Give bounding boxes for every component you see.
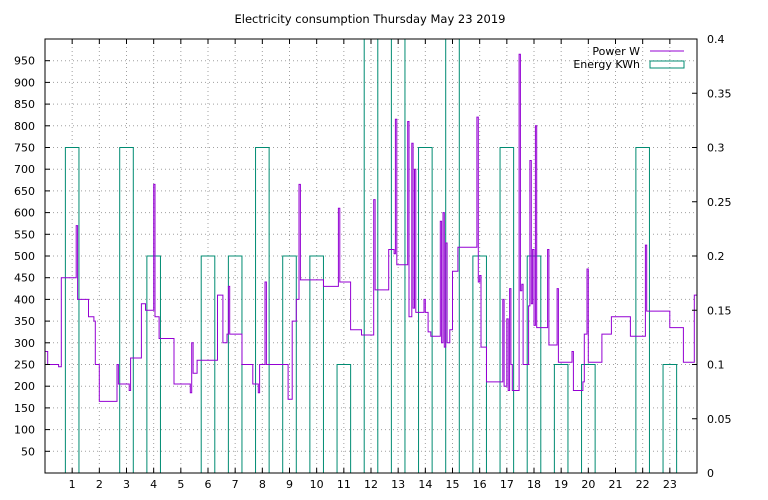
x-tick-label: 20 xyxy=(581,478,595,491)
y2-tick-label: 0.35 xyxy=(707,87,732,100)
x-tick-label: 11 xyxy=(337,478,351,491)
energy-bar xyxy=(635,147,650,474)
energy-bar xyxy=(227,255,243,474)
y2-tick-label: 0 xyxy=(707,467,714,480)
x-tick-label: 5 xyxy=(177,478,184,491)
y2-tick-label: 0.05 xyxy=(707,413,732,426)
y2-tick-label: 0.15 xyxy=(707,304,732,317)
energy-bar xyxy=(553,364,569,474)
y-tick-label: 350 xyxy=(14,315,35,328)
y-tick-label: 450 xyxy=(14,272,35,285)
x-tick-label: 14 xyxy=(418,478,432,491)
power-line-layer xyxy=(45,53,697,402)
y-axis-right: 0 0.05 0.1 0.15 0.2 0.25 0.3 0.35 0.4 xyxy=(692,33,732,480)
legend-label-energy: Energy KWh xyxy=(573,58,640,71)
legend: Power W Energy KWh xyxy=(573,45,685,71)
y-tick-label: 750 xyxy=(14,142,35,155)
grid xyxy=(45,39,697,473)
y-tick-label: 50 xyxy=(21,445,35,458)
y-tick-label: 550 xyxy=(14,228,35,241)
x-tick-label: 16 xyxy=(473,478,487,491)
y-tick-label: 650 xyxy=(14,185,35,198)
x-tick-label: 3 xyxy=(123,478,130,491)
y2-tick-label: 0.2 xyxy=(707,250,725,263)
y-tick-label: 200 xyxy=(14,380,35,393)
x-tick-label: 4 xyxy=(150,478,157,491)
energy-bar xyxy=(336,364,352,474)
x-tick-label: 9 xyxy=(286,478,293,491)
x-tick-label: 10 xyxy=(310,478,324,491)
y-tick-label: 600 xyxy=(14,207,35,220)
x-tick-label: 2 xyxy=(96,478,103,491)
x-tick-label: 21 xyxy=(609,478,623,491)
energy-bar xyxy=(499,147,515,474)
y2-tick-label: 0.1 xyxy=(707,359,725,372)
x-tick-label: 23 xyxy=(663,478,677,491)
x-tick-label: 13 xyxy=(391,478,405,491)
y-tick-label: 100 xyxy=(14,424,35,437)
x-tick-label: 6 xyxy=(205,478,212,491)
y-tick-label: 950 xyxy=(14,55,35,68)
legend-swatch-energy xyxy=(649,60,685,69)
y-tick-label: 850 xyxy=(14,98,35,111)
energy-bar xyxy=(472,255,487,474)
x-tick-label: 17 xyxy=(500,478,514,491)
energy-bar xyxy=(662,364,678,474)
y-tick-label: 800 xyxy=(14,120,35,133)
y2-tick-label: 0.25 xyxy=(707,196,732,209)
x-tick-label: 8 xyxy=(259,478,266,491)
energy-bar xyxy=(255,147,270,474)
y2-tick-label: 0.4 xyxy=(707,33,725,46)
y-tick-label: 250 xyxy=(14,359,35,372)
x-tick-label: 7 xyxy=(232,478,239,491)
legend-label-power: Power W xyxy=(592,45,640,58)
energy-bar xyxy=(200,255,216,474)
power-line xyxy=(45,53,697,402)
y-axis-left: 50 100 150 200 250 300 350 400 450 500 550 600 650 70… xyxy=(14,55,50,458)
x-tick-label: 15 xyxy=(446,478,460,491)
energy-bar xyxy=(64,147,80,474)
x-tick-label: 22 xyxy=(636,478,650,491)
x-tick-label: 18 xyxy=(527,478,541,491)
y2-tick-label: 0.3 xyxy=(707,142,725,155)
energy-bar xyxy=(119,147,134,474)
y-tick-label: 400 xyxy=(14,293,35,306)
chart-title: Electricity consumption Thursday May 23 … xyxy=(234,12,505,26)
x-tick-label: 1 xyxy=(69,478,76,491)
x-axis: 1 2 3 4 5 6 7 8 9 10 11 12 13 14 15 16 17 18 19 20 21 22 23 xyxy=(69,39,677,491)
y-tick-label: 500 xyxy=(14,250,35,263)
x-tick-label: 12 xyxy=(364,478,378,491)
y-tick-label: 300 xyxy=(14,337,35,350)
y-tick-label: 700 xyxy=(14,163,35,176)
x-tick-label: 19 xyxy=(554,478,568,491)
energy-bar xyxy=(581,364,596,474)
y-tick-label: 150 xyxy=(14,402,35,415)
y-tick-label: 900 xyxy=(14,76,35,89)
